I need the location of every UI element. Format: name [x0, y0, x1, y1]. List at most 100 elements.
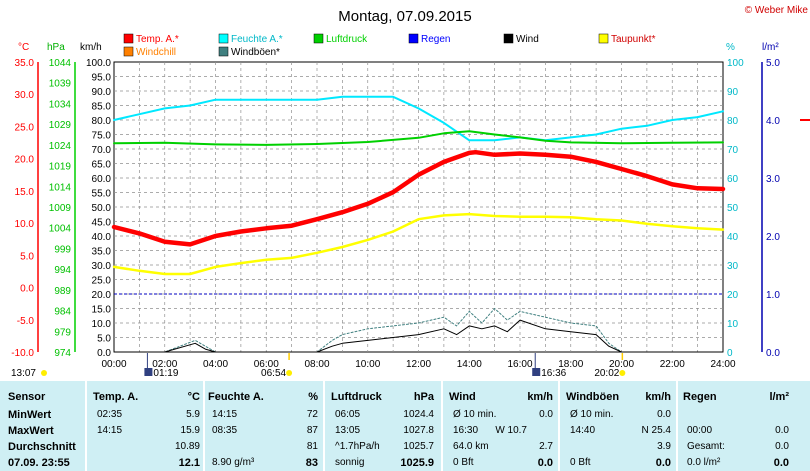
chart-grid	[113, 61, 724, 353]
temp-tick-label: 0.0	[20, 284, 34, 295]
table-header-boeen: Windböen	[566, 391, 620, 403]
time-marker-label: 01:19	[153, 368, 178, 379]
wind-tick-label: 40.0	[92, 232, 112, 243]
table-unit-wind: km/h	[527, 391, 553, 403]
time-marker-label: 20:02	[594, 368, 619, 379]
legend-label: Windböen*	[231, 47, 280, 58]
table-cell-wind-value: 0.0	[537, 457, 553, 469]
table-cell-temp-label: 14:15	[97, 425, 123, 436]
legend-swatch	[218, 33, 229, 44]
table-column-separator	[441, 381, 443, 471]
wind-unit-label: km/h	[80, 42, 102, 53]
pressure-tick-label: 994	[54, 265, 71, 276]
wind-tick-label: 5.0	[97, 334, 111, 345]
pressure-tick-label: 1039	[49, 79, 72, 90]
chart-series	[111, 95, 810, 353]
sun-icon	[41, 370, 47, 376]
wind-tick-label: 60.0	[92, 174, 112, 185]
pressure-tick-label: 1034	[49, 99, 72, 110]
wind-tick-label: 85.0	[92, 102, 112, 113]
table-header-feuchte: Feuchte A.	[208, 391, 264, 403]
x-tick-label: 04:00	[203, 359, 228, 370]
series-line-temp-a	[111, 149, 726, 247]
table-cell-luftdruck-label: ^1.7hPa/h	[335, 441, 380, 452]
table-cell-wind-label: 16:30	[453, 425, 479, 436]
table-cell-feuchte-value: 87	[306, 425, 318, 436]
table-cell-regen-label: Gesamt:	[687, 441, 725, 452]
legend-label: Taupunkt*	[611, 34, 656, 45]
legend-swatch	[123, 33, 134, 44]
legend-swatch	[218, 46, 229, 57]
series-line-wind	[113, 319, 724, 353]
legend-swatch	[123, 46, 134, 57]
wind-tick-label: 20.0	[92, 290, 112, 301]
table-cell-luftdruck-value: 1024.4	[403, 409, 434, 420]
table-cell-luftdruck-label: 13:05	[335, 425, 361, 436]
wind-tick-label: 10.0	[92, 319, 112, 330]
table-cell-feuchte-value: 81	[306, 441, 318, 452]
table-unit-temp: °C	[187, 391, 200, 403]
table-cell-wind-label: Ø 10 min.	[453, 409, 497, 420]
legend-label: Wind	[516, 34, 539, 45]
humidity-tick-label: 100	[727, 58, 744, 69]
x-tick-label: 18:00	[558, 359, 583, 370]
table-cell-boeen-value: 3.9	[657, 441, 671, 452]
pressure-tick-label: 1029	[49, 120, 72, 131]
x-tick-label: 22:00	[660, 359, 685, 370]
wind-tick-label: 90.0	[92, 87, 112, 98]
table-column-separator	[203, 381, 205, 471]
rain-tick-label: 1.0	[766, 290, 780, 301]
rain-tick-label: 2.0	[766, 232, 780, 243]
table-cell-luftdruck-value: 1025.9	[400, 457, 434, 469]
table-row-label: Durchschnitt	[8, 441, 76, 453]
table-cell-regen-value: 0.0	[775, 441, 789, 452]
pressure-tick-label: 979	[54, 327, 71, 338]
pressure-tick-label: 1044	[49, 58, 72, 69]
table-header-sensor: Sensor	[8, 391, 46, 403]
humidity-unit-label: %	[726, 42, 735, 53]
weather-chart: 35.0 30.0 25.0 20.0 15.0 10.0 5.0 0.0 -5.0 -10.0 1…	[11, 5, 810, 379]
temp-tick-label: 5.0	[20, 251, 34, 262]
humidity-tick-label: 10	[727, 319, 739, 330]
time-marker-label: 13:07	[11, 368, 36, 379]
table-row-label: MaxWert	[8, 425, 54, 437]
table-column-separator	[558, 381, 560, 471]
table-cell-luftdruck-label: 06:05	[335, 409, 361, 420]
series-line-taupunkt	[112, 212, 725, 276]
x-tick-label: 10:00	[355, 359, 380, 370]
table-cell-wind-label: 0 Bft	[453, 457, 474, 468]
temp-tick-label: -5.0	[17, 316, 35, 327]
wind-tick-label: 75.0	[92, 131, 112, 142]
pressure-tick-label: 1009	[49, 203, 72, 214]
temp-tick-label: 35.0	[15, 58, 35, 69]
temp-unit-label: °C	[18, 42, 29, 53]
x-tick-label: 08:00	[304, 359, 329, 370]
pressure-tick-label: 1004	[49, 224, 72, 235]
x-tick-label: 02:00	[152, 359, 177, 370]
table-column-separator	[676, 381, 678, 471]
table-row-label: 07.09. 23:55	[8, 457, 70, 469]
temp-tick-label: 10.0	[15, 219, 35, 230]
table-cell-regen-value: 0.0	[773, 457, 789, 469]
pressure-unit-label: hPa	[47, 42, 65, 53]
credit-label: © Weber Mike	[745, 5, 809, 16]
table-column-separator	[323, 381, 325, 471]
legend-label: Regen	[421, 34, 450, 45]
time-marker-label: 16:36	[541, 368, 566, 379]
table-unit-regen: l/m²	[769, 391, 789, 403]
rain-tick-label: 0.0	[766, 348, 780, 359]
x-tick-label: 06:00	[254, 359, 279, 370]
rain-tick-label: 3.0	[766, 174, 780, 185]
table-row-label: MinWert	[8, 409, 52, 421]
moon-icon	[144, 368, 153, 376]
legend-label: Temp. A.*	[136, 34, 179, 45]
humidity-tick-label: 80	[727, 116, 739, 127]
chart-axes: 35.0 30.0 25.0 20.0 15.0 10.0 5.0 0.0 -5.0 -10.0 1…	[11, 42, 780, 379]
table-unit-boeen: km/h	[645, 391, 671, 403]
table-cell-luftdruck-value: 1025.7	[403, 441, 434, 452]
table-cell-wind-value: 0.0	[539, 409, 553, 420]
table-unit-luftdruck: hPa	[413, 391, 434, 403]
wind-tick-label: 80.0	[92, 116, 112, 127]
temp-tick-label: -10.0	[11, 348, 34, 359]
wind-tick-label: 25.0	[92, 276, 112, 287]
